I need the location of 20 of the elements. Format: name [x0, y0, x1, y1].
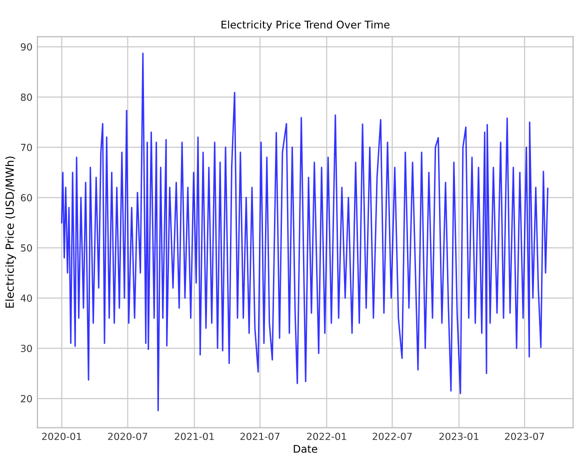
line-series — [61, 52, 548, 412]
y-tick-label: 40 — [20, 294, 32, 302]
x-tick-label: 2020-07 — [108, 432, 148, 440]
x-tick-label: 2020-01 — [42, 432, 82, 440]
x-tick-label: 2021-07 — [240, 432, 280, 440]
x-tick-label: 2023-07 — [504, 432, 544, 440]
y-tick-label: 50 — [20, 244, 32, 252]
x-tick-label: 2023-01 — [439, 432, 478, 440]
chart-title: Electricity Price Trend Over Time — [222, 20, 390, 31]
y-tick-label: 70 — [21, 144, 32, 152]
y-tick-label: 20 — [20, 395, 32, 402]
x-tick-label: 2022-07 — [372, 432, 412, 440]
y-tick-label: 60 — [20, 194, 32, 202]
y-tick-label: 30 — [20, 344, 32, 352]
x-axis-title: Date — [294, 445, 318, 453]
x-tick-label: 2021-01 — [174, 432, 214, 440]
y-tick-label: 90 — [20, 43, 32, 51]
y-tick-label: 80 — [20, 94, 32, 101]
x-tick-label: 2022-01 — [307, 432, 346, 440]
y-axis-title: Electricity Price (USD/MWh) — [5, 156, 16, 308]
